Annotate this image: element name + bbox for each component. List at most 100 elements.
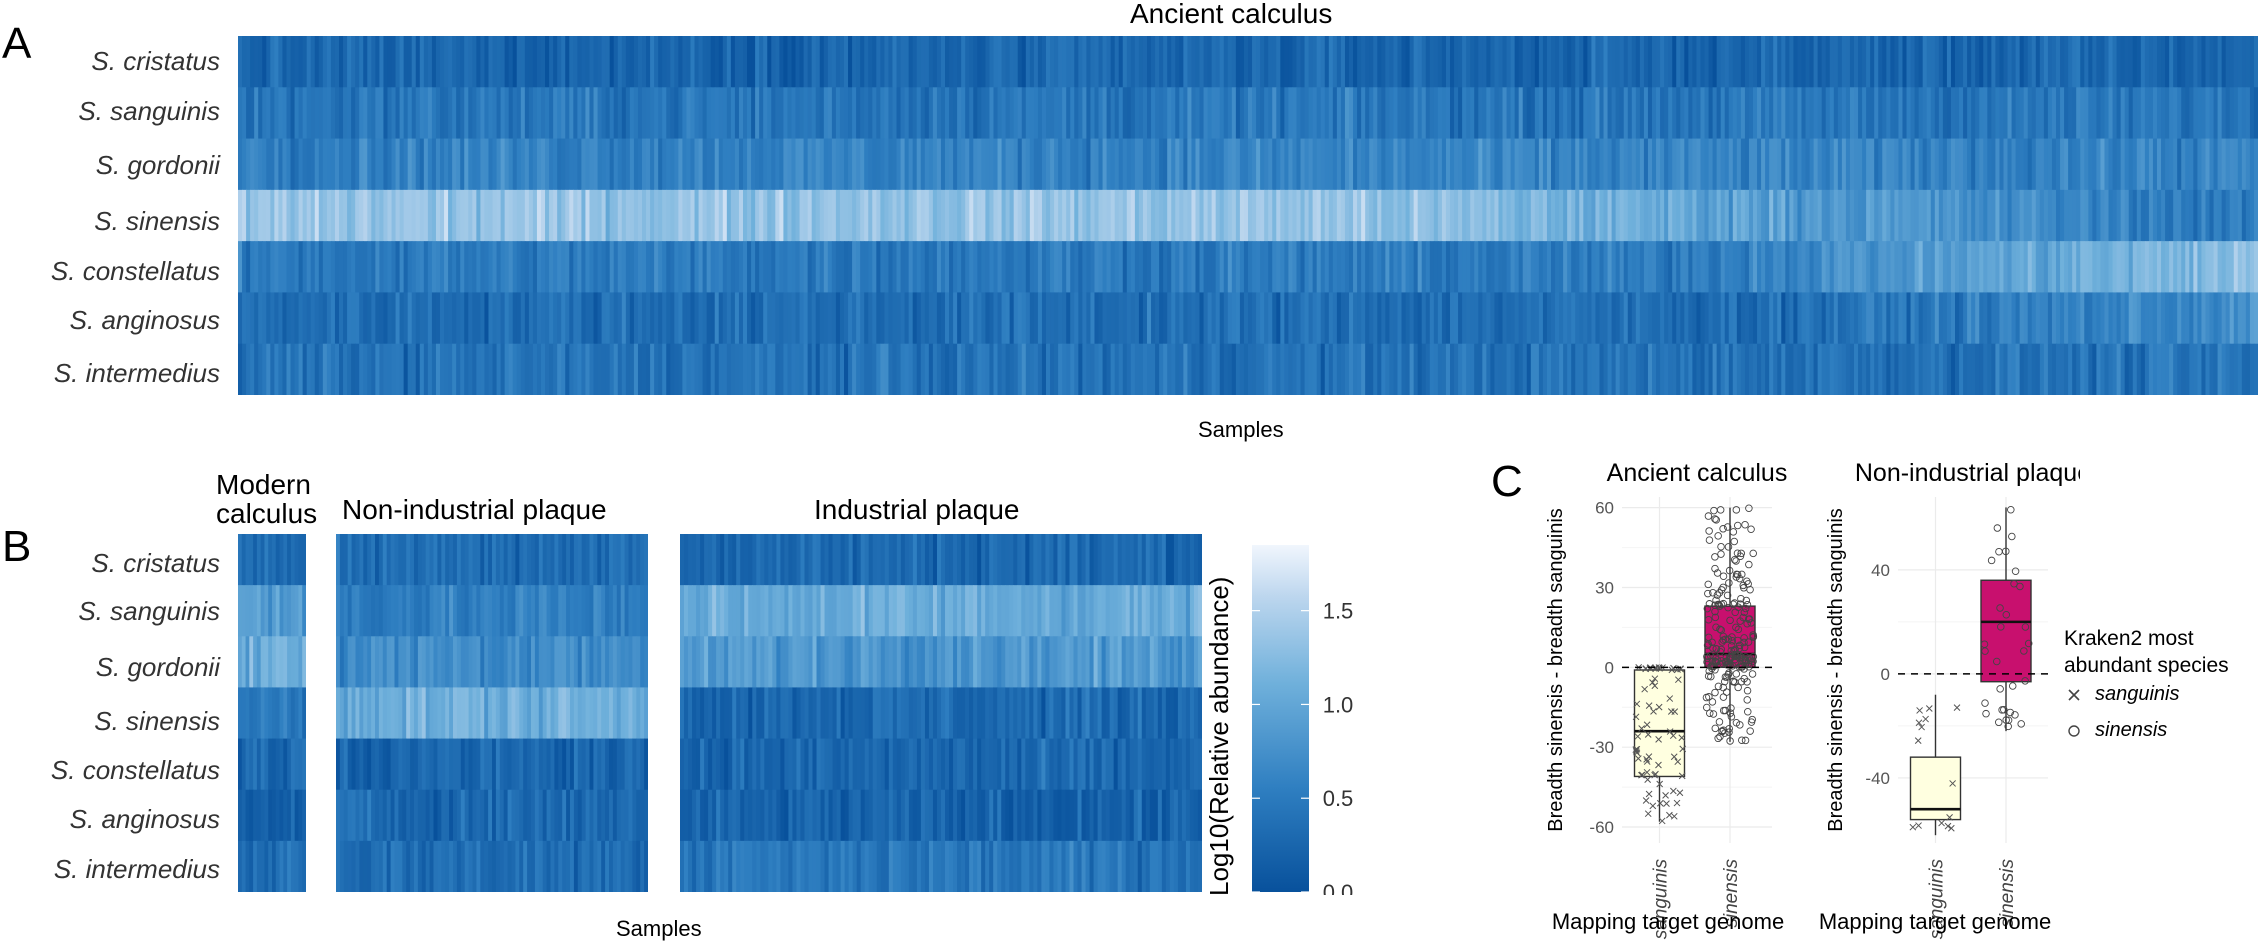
heatmap-cell xyxy=(1983,241,1988,293)
heatmap-cell xyxy=(419,189,425,242)
heatmap-cell xyxy=(565,343,570,395)
heatmap-cell xyxy=(1417,189,1423,242)
heatmap-cell xyxy=(1466,36,1471,88)
heatmap-cell xyxy=(892,738,898,791)
heatmap-cell xyxy=(1118,36,1124,88)
heatmap-cell xyxy=(783,189,789,242)
heatmap-cell xyxy=(528,292,534,345)
heatmap-cell xyxy=(787,138,793,191)
heatmap-cell xyxy=(258,241,263,293)
heatmap-cell xyxy=(1320,138,1326,191)
heatmap-cell xyxy=(258,138,263,191)
heatmap-cell xyxy=(784,585,790,637)
heatmap-cell xyxy=(254,138,259,191)
heatmap-cell xyxy=(961,36,966,88)
heatmap-cell xyxy=(444,189,449,242)
heatmap-cell xyxy=(940,138,946,191)
heatmap-row xyxy=(336,840,648,892)
heatmap-cell xyxy=(1575,241,1580,293)
heatmap-cell xyxy=(1425,36,1431,88)
heatmap-cell xyxy=(617,87,623,140)
heatmap-cell xyxy=(617,36,623,88)
heatmap-cell xyxy=(1716,189,1722,242)
heatmap-cell xyxy=(1409,36,1415,88)
heatmap-cell xyxy=(452,189,457,242)
heatmap-cell xyxy=(1175,138,1180,191)
heatmap-cell xyxy=(666,241,671,293)
heatmap-cell xyxy=(637,87,643,140)
heatmap-cell xyxy=(815,138,821,191)
heatmap-cell xyxy=(609,241,615,293)
heatmap-cell xyxy=(852,87,857,140)
heatmap-cell xyxy=(336,585,341,637)
heatmap-cell xyxy=(1025,585,1030,637)
heatmap-cell xyxy=(632,534,637,586)
heatmap-cell xyxy=(646,87,651,140)
heatmap-cell xyxy=(294,189,300,242)
heatmap-cell xyxy=(427,241,433,293)
heatmap-cell xyxy=(1141,585,1147,637)
heatmap-cell xyxy=(512,189,518,242)
heatmap-cell xyxy=(835,343,841,395)
heatmap-cell xyxy=(1559,87,1564,140)
heatmap-cell xyxy=(628,534,633,586)
heatmap-cell xyxy=(460,189,465,242)
heatmap-cell xyxy=(2152,36,2158,88)
heatmap-cell xyxy=(1296,138,1302,191)
heatmap-cell xyxy=(302,87,308,140)
heatmap-cell xyxy=(2140,36,2146,88)
heatmap-cell xyxy=(1793,241,1799,293)
heatmap-cell xyxy=(577,241,582,293)
heatmap-cell xyxy=(504,343,510,395)
heatmap-cell xyxy=(347,738,353,791)
heatmap-cell xyxy=(775,292,780,345)
heatmap-cell xyxy=(1207,189,1213,242)
heatmap-cell xyxy=(1918,189,1924,242)
heatmap-cell xyxy=(792,789,798,842)
heatmap-cell xyxy=(1781,241,1786,293)
heatmap-cell xyxy=(678,241,683,293)
heatmap-cell xyxy=(1712,87,1718,140)
heatmap-cell xyxy=(1530,189,1536,242)
heatmap-cell xyxy=(1113,738,1119,791)
heatmap-cell xyxy=(670,87,675,140)
heatmap-cell xyxy=(997,534,1002,586)
heatmap-cell xyxy=(2140,87,2146,140)
heatmap-cell xyxy=(1001,138,1007,191)
heatmap-cell xyxy=(852,138,857,191)
heatmap-cell xyxy=(427,343,433,395)
heatmap-cell xyxy=(415,138,421,191)
panel-b-title-industrial: Industrial plaque xyxy=(814,494,1020,525)
heatmap-cell xyxy=(997,738,1002,791)
heatmap-cell xyxy=(2023,292,2029,345)
heatmap-cell xyxy=(1009,292,1015,345)
heatmap-cell xyxy=(306,87,312,140)
heatmap-cell xyxy=(1227,138,1233,191)
heatmap-cell xyxy=(492,189,498,242)
heatmap-cell xyxy=(415,189,421,242)
heatmap-cell xyxy=(1114,343,1120,395)
heatmap-cell xyxy=(1197,738,1202,791)
heatmap-cell xyxy=(1001,789,1006,842)
heatmap-cell xyxy=(1369,241,1374,293)
heatmap-cell xyxy=(1971,241,1976,293)
heatmap-cell xyxy=(1607,189,1613,242)
heatmap-cell xyxy=(2068,292,2073,345)
heatmap-cell xyxy=(816,789,822,842)
heatmap-cell xyxy=(1753,87,1758,140)
heatmap-cell xyxy=(650,138,655,191)
heatmap-cell xyxy=(1862,241,1867,293)
heatmap-cell xyxy=(1987,189,1992,242)
heatmap-cell xyxy=(1450,36,1455,88)
heatmap-cell xyxy=(1793,189,1799,242)
heatmap-cell xyxy=(260,687,266,740)
heatmap-cell xyxy=(294,292,300,345)
heatmap-cell xyxy=(803,241,809,293)
heatmap-cell xyxy=(1668,241,1673,293)
heatmap-cell xyxy=(1041,189,1047,242)
heatmap-cell xyxy=(965,738,970,791)
heatmap-cell xyxy=(472,534,477,586)
heatmap-cell xyxy=(524,36,530,88)
heatmap-cell xyxy=(724,789,729,842)
heatmap-cell xyxy=(2197,292,2203,345)
